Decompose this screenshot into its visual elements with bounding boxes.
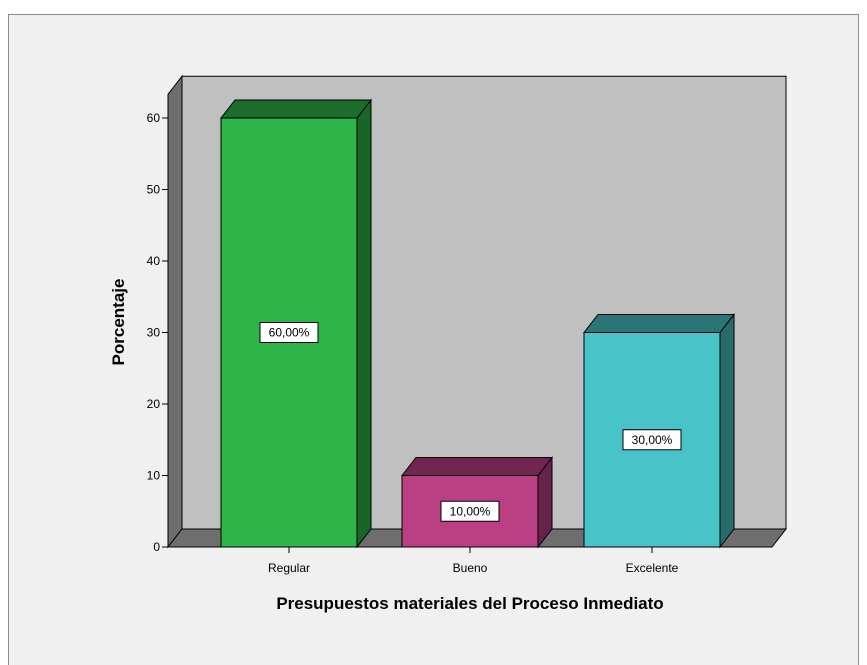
y-tick-label: 60 [147,111,161,125]
y-tick-label: 30 [147,326,161,340]
bar-top [219,99,373,119]
bar-regular: 60,00% [219,98,373,549]
bar-side [356,98,372,549]
x-axis-title: Presupuestos materiales del Proceso Inme… [276,594,663,613]
bar-top [400,457,554,476]
y-axis: 0 10 20 30 40 50 60 [147,111,168,554]
data-label: 60,00% [269,326,310,340]
y-tick-label: 40 [147,254,161,268]
y-tick-label: 20 [147,397,161,411]
data-label: 10,00% [450,504,491,518]
category-labels: Regular Bueno Excelente [268,547,679,575]
category-label: Excelente [626,561,679,575]
bar-excelente: 30,00% [582,313,736,549]
data-label-box [622,429,682,451]
data-label-box [259,322,319,343]
side-wall [167,74,183,549]
data-label-box [440,500,500,522]
bar-side [719,313,735,549]
bars: 60,00% 10,00% 30,00% [219,98,736,549]
bar-bueno: 10,00% [400,456,554,549]
category-label: Regular [268,561,310,575]
bar-top [582,314,736,333]
category-label: Bueno [453,561,488,575]
data-label: 30,00% [632,433,673,447]
y-tick-label: 10 [147,469,161,483]
y-axis-title: Porcentaje [109,279,128,366]
y-tick-label: 50 [147,183,161,197]
y-tick-label: 0 [153,540,160,554]
